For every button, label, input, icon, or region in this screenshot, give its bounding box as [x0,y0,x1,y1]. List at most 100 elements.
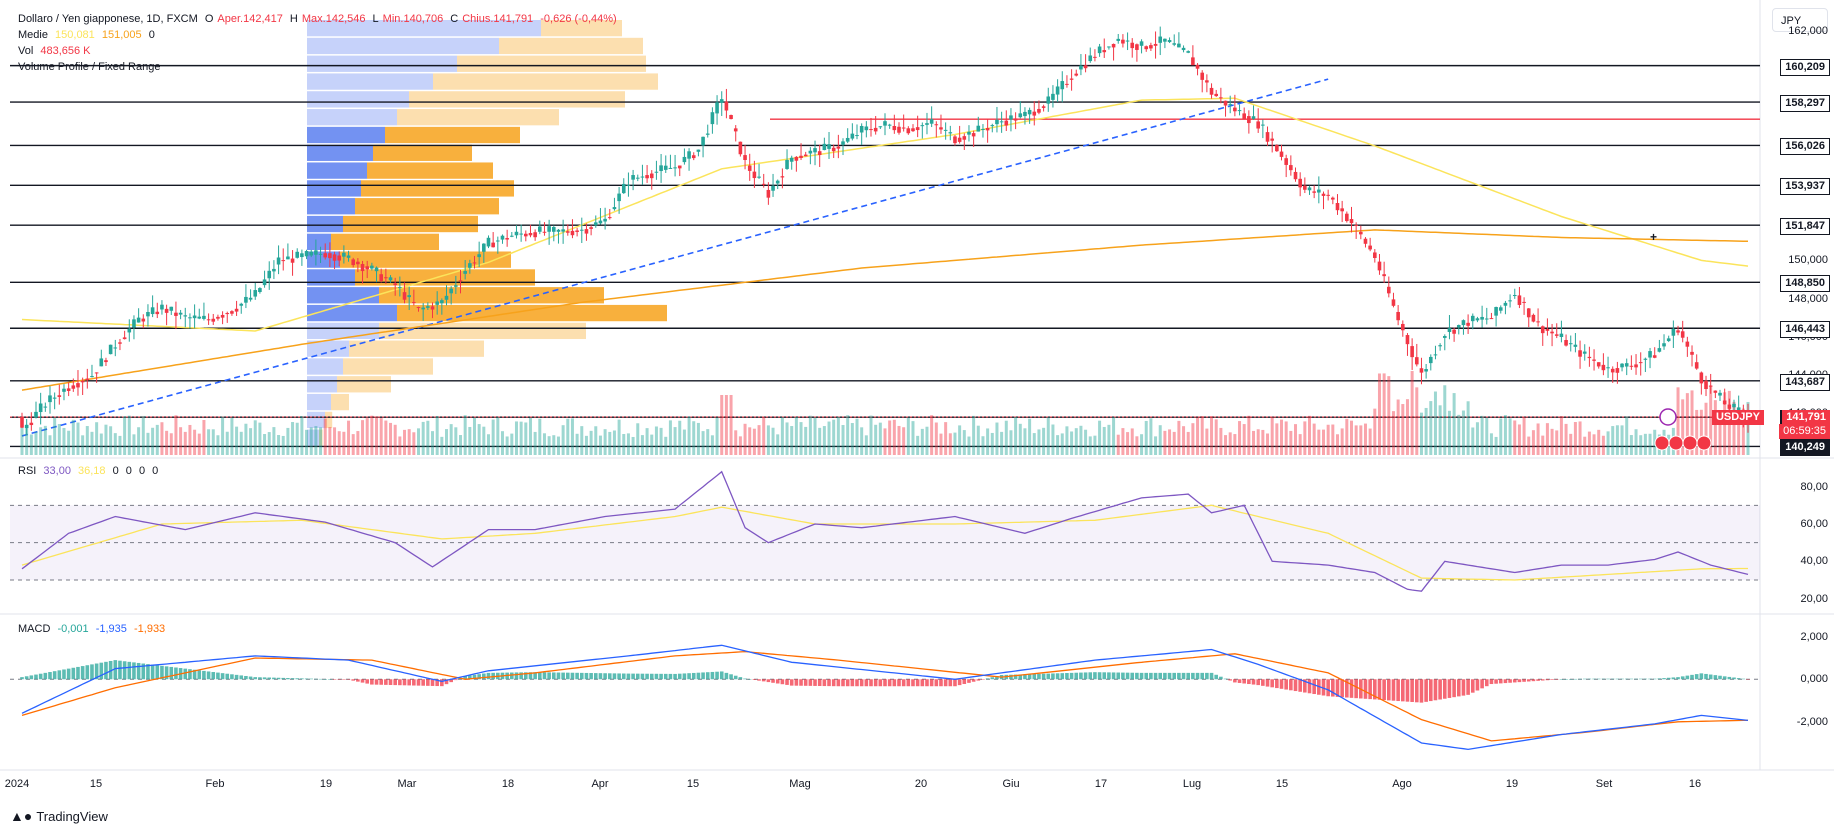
candle-body [598,220,603,224]
volume-profile-up-bar [307,322,379,340]
level-price-tag: 146,443 [1780,321,1830,339]
macd-histogram-bar [426,679,430,686]
macd-histogram-bar [1377,679,1382,700]
macd-histogram-bar [1704,673,1708,680]
volume-profile-up-bar [307,287,379,304]
macd-axis-label: -2,000 [1796,715,1828,728]
macd-histogram-bar [1223,678,1228,680]
macd-histogram-bar [332,679,337,680]
macd-histogram-bar [1181,672,1186,680]
volume-bar [1611,426,1615,455]
volume-bar [864,435,868,455]
volume-bar [566,418,570,455]
rsi-extra-3: 0 [138,465,146,477]
candle-body [1489,318,1494,320]
candle-body [1247,116,1251,124]
macd-histogram-bar [1522,679,1526,682]
vol-value: 483,656 K [40,45,91,57]
macd-histogram-bar [174,667,178,680]
macd-histogram-bar [122,661,127,680]
macd-histogram-bar [421,679,425,686]
volume-bar [626,433,630,455]
macd-histogram-bar [953,679,957,687]
volume-bar [328,427,332,455]
currency-button[interactable]: JPY [1772,8,1828,32]
volume-profile-up-bar [307,109,397,126]
candle-body [1107,46,1111,48]
candle-body [178,312,183,315]
volume-bar [1405,399,1409,455]
volume-bar [272,427,276,455]
tradingview-brand[interactable]: ▲● TradingView [10,808,108,824]
volume-profile-down-bar [340,251,511,268]
candle-body [603,218,607,222]
volume-bar [1536,423,1540,455]
macd-histogram-bar [677,673,682,680]
volume-bar [1433,391,1437,455]
volume-bar [542,433,546,455]
candle-body [48,395,52,403]
candle-body [1438,345,1442,347]
volume-bar [99,433,103,455]
candle-body [1326,194,1330,196]
candle-body [1359,231,1363,235]
macd-histogram-bar [262,677,267,680]
volume-bar [692,421,696,455]
candle-body [635,177,640,179]
current-price: 141,791 [1786,411,1826,423]
candle-body [663,165,668,170]
volume-profile-down-bar [331,233,439,250]
volume-bar [1522,416,1526,455]
volume-bar [995,422,999,455]
macd-histogram-bar [1713,675,1718,680]
volume-bar [925,426,929,455]
candle-body [538,226,542,232]
volume-bar [720,395,724,455]
candle-body [1671,328,1676,336]
macd-histogram-bar [1578,678,1582,680]
volume-bar [500,431,504,455]
macd-histogram-bar [370,679,374,685]
volume-bar [967,436,971,455]
macd-histogram-bar [570,672,575,680]
macd-histogram-bar [631,673,635,680]
macd-histogram-bar [1354,679,1358,699]
countdown-tag: 06:59:35 [1779,424,1830,439]
macd-histogram-bar [719,671,724,680]
macd-histogram-bar [1629,678,1634,680]
volume-profile-up-bar [307,358,343,375]
macd-histogram-bar [1088,672,1093,680]
candle-body [505,238,509,240]
volume-bar [1135,436,1139,455]
macd-histogram-bar [1447,679,1452,698]
volume-bar [1126,432,1130,455]
candle-body [1228,104,1232,106]
macd-histogram-bar [34,674,38,680]
macd-histogram-bar [239,675,244,680]
candle-body [1559,333,1564,338]
volume-bar [421,421,425,455]
macd-histogram-bar [864,679,869,687]
volume-bar [622,433,626,455]
candle-body [873,127,878,132]
macd-histogram-bar [1037,673,1041,680]
volume-bar [43,425,47,455]
macd-histogram-bar [412,679,416,686]
candle-body [1666,338,1671,342]
volume-bar [314,426,318,455]
candle-body [556,229,561,232]
candle-body [370,265,374,269]
volume-bar [407,429,411,455]
candle-body [272,268,276,272]
candle-body [267,270,272,279]
candle-body [454,285,458,287]
volume-bar [1629,435,1633,455]
macd-histogram-bar [388,679,393,685]
volume-bar [1037,429,1041,455]
volume-bar [547,436,551,455]
candle-body [1037,108,1041,113]
candle-body [52,397,57,399]
candle-body [1363,238,1368,244]
volume-bar [710,435,714,455]
